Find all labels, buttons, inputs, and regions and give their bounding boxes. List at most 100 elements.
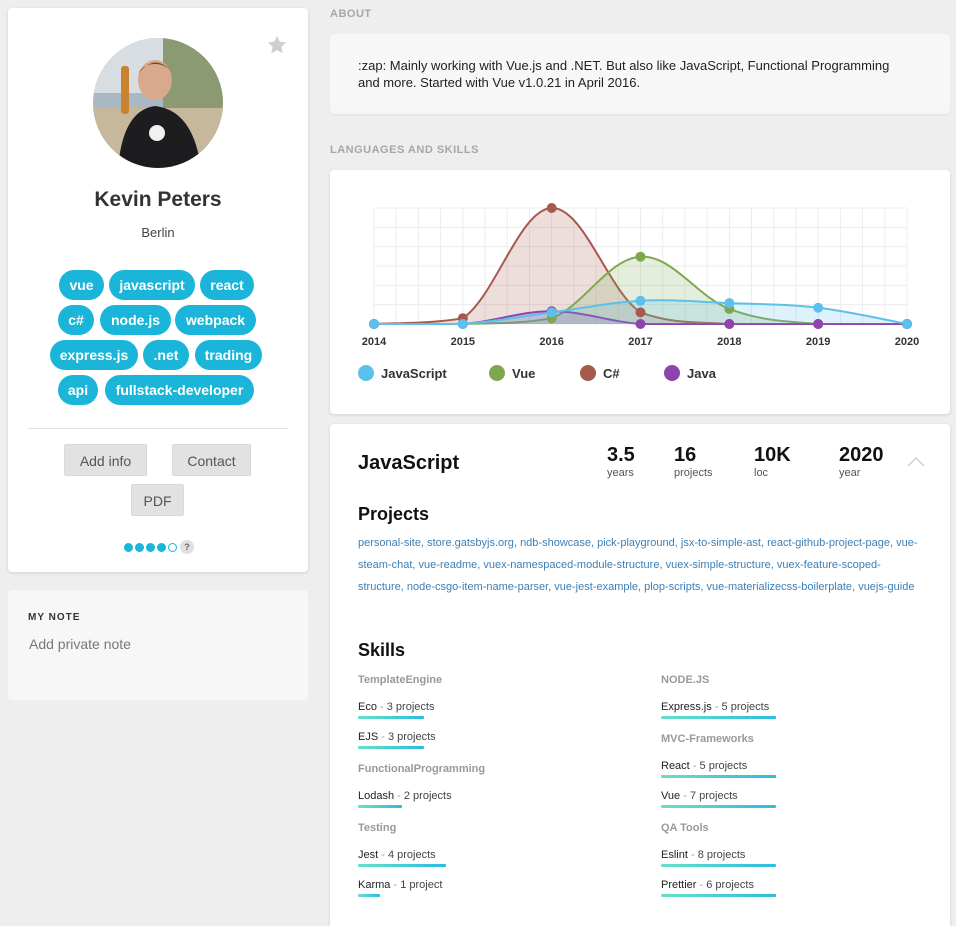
project-link[interactable]: vue-jest-example [554,581,639,593]
skill-category: TemplateEngine [358,674,443,686]
project-link[interactable]: vuejs-guide [858,581,915,593]
project-link[interactable]: ndb-showcase [520,537,591,549]
rating-dot [124,542,133,552]
stat-year: 2020 year [839,444,884,479]
rating-dot [135,542,144,552]
project-link[interactable]: vuex-simple-structure [665,559,771,571]
stat-value: 2020 [839,444,884,466]
project-link[interactable]: vue-readme [418,559,478,571]
stat-projects: 16 projects [674,444,713,479]
x-tick-label: 2015 [451,336,475,348]
contact-button[interactable]: Contact [172,444,251,476]
tag-nodejs[interactable]: node.js [100,305,171,335]
projects-heading: Projects [358,504,430,524]
add-info-button[interactable]: Add info [64,444,147,476]
skill-count: 8 projects [697,849,746,861]
profile-name: Kevin Peters [94,188,222,211]
data-point [724,319,735,329]
skill-name: Lodash [358,790,395,802]
legend-marker [580,365,596,381]
project-separator: , [548,581,555,593]
skill-category: QA Tools [661,822,709,834]
project-link[interactable]: node-csgo-item-name-parser [406,581,549,593]
skill-count: 6 projects [706,879,754,891]
legend-label: Vue [512,366,535,381]
series-area [374,207,907,324]
avatar [93,38,223,168]
project-separator: , [638,581,645,593]
project-link[interactable]: vue-materializecss-boilerplate [706,581,853,593]
skill-dash: - [376,701,387,713]
project-link[interactable]: plop-scripts [644,581,701,593]
skill-bar [661,894,776,897]
project-link[interactable]: store.gatsbyjs.org [427,537,514,549]
private-note-input[interactable]: Add private note [29,636,131,652]
project-link[interactable]: personal-site [358,537,421,549]
skill-dash: - [696,879,707,891]
skills-column-left: TemplateEngine Eco - 3 projects EJS - 3 pr… [358,674,608,911]
tag-api[interactable]: api [58,375,98,405]
skill-group: NODE.JS Express.js - 5 projects [661,674,911,719]
project-link[interactable]: vuex-feature-scoped-structure [358,559,881,593]
tag-dotnet[interactable]: .net [143,340,189,370]
x-tick-label: 2018 [717,336,741,348]
chevron-up-icon[interactable] [906,456,926,468]
skill-bar [358,894,380,897]
tag-trading[interactable]: trading [195,340,262,370]
skill-item: Express.js - 5 projects [661,701,911,719]
divider [28,428,288,429]
pdf-button[interactable]: PDF [131,484,184,516]
x-tick-label: 2020 [895,336,919,348]
chart-card: 2014 2015 2016 2017 2018 2019 2020 JavaScript Vu… [330,170,950,414]
note-card: MY NOTE Add private note [8,590,308,700]
skill-item: Prettier - 6 projects [661,879,911,897]
legend-marker [489,365,505,381]
project-link[interactable]: jsx-to-simple-ast [680,537,761,549]
tag-csharp[interactable]: c# [58,305,94,335]
skill-count: 3 projects [387,731,436,743]
legend-marker [664,365,680,381]
skill-bar [661,805,776,808]
data-point [635,295,646,306]
skill-item: Karma - 1 project [358,879,608,897]
skill-group: FunctionalProgramming Lodash - 2 projects [358,763,608,808]
x-tick-label: 2019 [806,336,830,348]
skills-column-right: NODE.JS Express.js - 5 projects MVC-Framew… [661,674,911,911]
stat-label: projects [674,467,713,479]
star-icon[interactable] [266,34,288,56]
tag-webpack[interactable]: webpack [175,305,256,335]
skill-name: Express.js [661,701,712,713]
project-link[interactable]: vue-steam-chat [358,537,918,571]
x-tick-label: 2014 [362,336,387,348]
rating-dot [146,542,155,552]
tag-fullstack-developer[interactable]: fullstack-developer [105,375,254,405]
skill-item: React - 5 projects [661,760,911,778]
skill-dash: - [378,731,388,743]
help-icon[interactable]: ? [180,540,194,554]
legend-label: Java [687,366,717,381]
tag-expressjs[interactable]: express.js [50,340,138,370]
stat-label: loc [754,467,769,479]
project-separator: , [591,537,598,549]
skill-item: Lodash - 2 projects [358,790,608,808]
project-link[interactable]: vuex-namespaced-module-structure [483,559,660,571]
project-link[interactable]: react-github-project-page [767,537,891,549]
skill-category: FunctionalProgramming [358,763,486,775]
data-point [813,302,824,313]
project-link[interactable]: pick-playground [597,537,675,549]
legend-label: JavaScript [381,366,447,381]
skill-name: Eco [358,701,377,713]
data-point [813,319,824,329]
project-separator: , [770,559,777,571]
data-point [635,307,646,318]
tag-javascript[interactable]: javascript [109,270,195,300]
skill-count: 2 projects [403,790,452,802]
project-separator: , [420,537,428,549]
project-separator: , [659,559,666,571]
project-separator: , [852,581,859,593]
project-separator: , [412,559,419,571]
tag-react[interactable]: react [200,270,254,300]
skill-group: QA Tools Eslint - 8 projects Prettier - 6 … [661,822,911,897]
tag-vue[interactable]: vue [59,270,104,300]
rating-dot [168,542,177,552]
